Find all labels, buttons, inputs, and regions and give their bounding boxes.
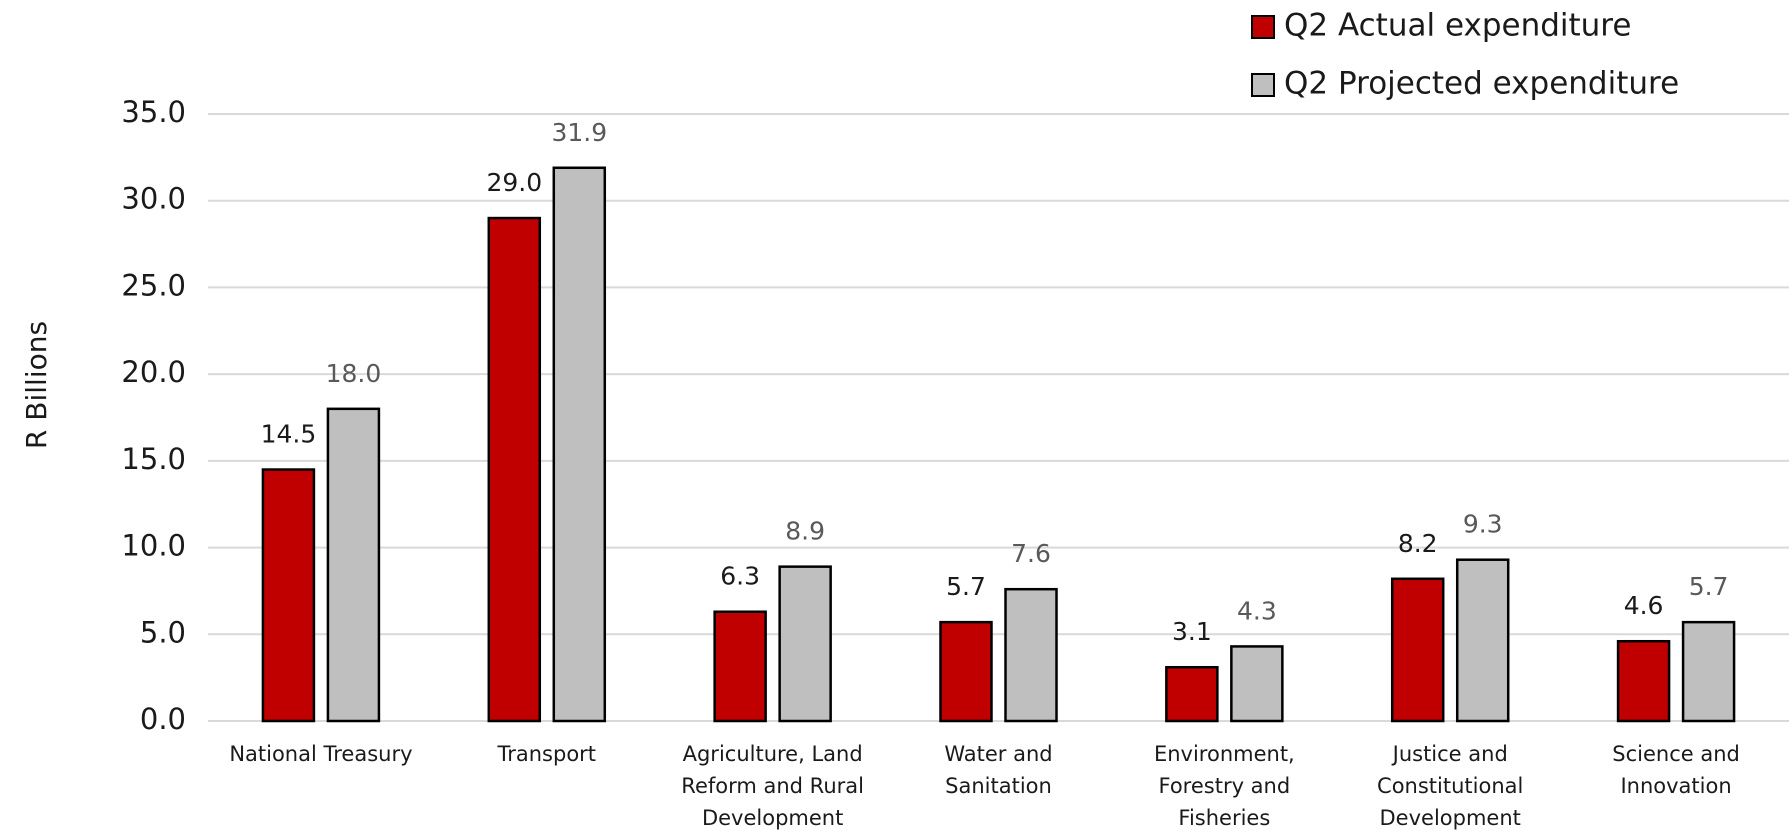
bar bbox=[1455, 558, 1510, 723]
value-label: 7.6 bbox=[1011, 539, 1051, 568]
y-tick-label: 25.0 bbox=[121, 268, 186, 302]
bar bbox=[939, 620, 993, 723]
bar bbox=[326, 407, 381, 723]
x-tick-label-line: Water and bbox=[944, 742, 1052, 766]
x-tick-label-line: Fisheries bbox=[1178, 806, 1270, 830]
x-tick-label: Environment, Forestry and Fisheries bbox=[1154, 742, 1295, 830]
legend-swatch bbox=[1251, 73, 1275, 97]
x-tick-label: Water and Sanitation bbox=[944, 742, 1052, 798]
x-tick-label-line: Reform and Rural bbox=[681, 774, 864, 798]
x-tick-label: Transport bbox=[497, 742, 597, 766]
bar bbox=[552, 166, 607, 723]
value-label: 8.2 bbox=[1398, 529, 1438, 558]
y-tick-label: 0.0 bbox=[140, 702, 186, 736]
bar bbox=[487, 216, 542, 723]
value-label: 31.9 bbox=[551, 118, 607, 147]
bar bbox=[1616, 639, 1671, 723]
y-tick-label: 20.0 bbox=[121, 355, 186, 389]
x-tick-label-line: Forestry and bbox=[1159, 774, 1291, 798]
x-tick-label-line: Innovation bbox=[1620, 774, 1731, 798]
x-tick-label-line: Environment, bbox=[1154, 742, 1295, 766]
x-tick-label-line: National Treasury bbox=[229, 742, 412, 766]
legend-swatch bbox=[1251, 15, 1275, 39]
bar bbox=[1230, 645, 1284, 723]
y-tick-label: 10.0 bbox=[121, 529, 186, 563]
y-tick-label: 5.0 bbox=[140, 615, 186, 649]
value-label: 18.0 bbox=[326, 359, 382, 388]
x-tick-label: National Treasury bbox=[229, 742, 412, 766]
x-tick-label-line: Agriculture, Land bbox=[683, 742, 863, 766]
value-label: 29.0 bbox=[486, 168, 542, 197]
x-tick-label-line: Development bbox=[702, 806, 843, 830]
x-tick-label-line: Sanitation bbox=[945, 774, 1052, 798]
y-tick-label: 15.0 bbox=[121, 442, 186, 476]
legend-label: Q2 Actual expenditure bbox=[1284, 8, 1631, 44]
value-label: 4.6 bbox=[1624, 591, 1664, 620]
value-label: 3.1 bbox=[1172, 617, 1212, 646]
bar bbox=[1165, 665, 1219, 723]
bar bbox=[713, 610, 767, 723]
x-tick-label: Science and Innovation bbox=[1612, 742, 1740, 798]
value-label: 4.3 bbox=[1237, 596, 1277, 625]
bar bbox=[1390, 577, 1445, 723]
x-tick-label-line: Justice and bbox=[1391, 742, 1508, 766]
x-tick-label-line: Constitutional bbox=[1377, 774, 1523, 798]
x-tick-label: Agriculture, Land Reform and Rural Develop… bbox=[681, 742, 864, 830]
bar bbox=[778, 565, 832, 723]
value-label: 9.3 bbox=[1463, 510, 1503, 539]
y-axis-title: R Billions bbox=[20, 321, 53, 449]
bar bbox=[261, 468, 316, 723]
bar bbox=[1681, 620, 1736, 723]
x-tick-label-line: Transport bbox=[497, 742, 597, 766]
x-tick-label-line: Science and bbox=[1612, 742, 1740, 766]
value-label: 14.5 bbox=[261, 420, 317, 449]
y-tick-label: 35.0 bbox=[121, 95, 186, 129]
value-label: 6.3 bbox=[720, 562, 760, 591]
x-tick-label-line: Development bbox=[1380, 806, 1521, 830]
value-label: 5.7 bbox=[946, 572, 986, 601]
x-tick-label: Justice and Constitutional Development bbox=[1377, 742, 1523, 830]
legend-label: Q2 Projected expenditure bbox=[1284, 66, 1679, 102]
value-label: 5.7 bbox=[1689, 572, 1729, 601]
value-label: 8.9 bbox=[785, 517, 825, 546]
y-tick-label: 30.0 bbox=[121, 182, 186, 216]
bar bbox=[1004, 587, 1058, 723]
